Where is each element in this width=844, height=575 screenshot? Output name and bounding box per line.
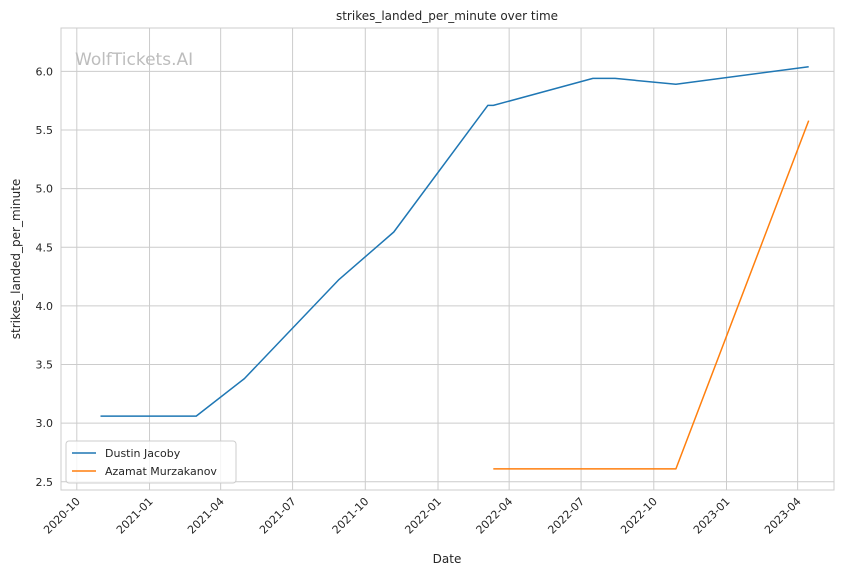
y-tick-label: 4.5 xyxy=(36,241,54,254)
series-line-dustin-jacoby xyxy=(100,65,809,417)
watermark: WolfTickets.AI xyxy=(75,50,193,70)
legend: Dustin Jacoby Azamat Murzakanov xyxy=(65,440,237,484)
y-tick-label: 2.5 xyxy=(36,476,54,489)
y-tick-label: 3.0 xyxy=(36,417,54,430)
y-tick-label: 5.0 xyxy=(36,183,54,196)
x-axis-label: Date xyxy=(433,552,462,566)
y-tick-label: 4.0 xyxy=(36,300,54,313)
y-tick-label: 6.0 xyxy=(36,65,54,78)
y-tick-label: 3.5 xyxy=(36,359,54,372)
chart-title: strikes_landed_per_minute over time xyxy=(336,9,558,23)
legend-label-dustin-jacoby: Dustin Jacoby xyxy=(105,447,181,460)
series-line-azamat-murzakanov xyxy=(493,120,810,470)
legend-box xyxy=(65,440,237,484)
plot-area-frame xyxy=(60,27,835,491)
legend-label-azamat-murzakanov: Azamat Murzakanov xyxy=(105,465,217,478)
y-tick-labels: 2.5 3.0 3.5 4.0 4.5 5.0 5.5 6.0 xyxy=(36,65,54,488)
series-lines xyxy=(100,65,810,470)
grid xyxy=(61,28,834,490)
y-tick-label: 5.5 xyxy=(36,124,54,137)
y-axis-label: strikes_landed_per_minute xyxy=(9,179,23,340)
